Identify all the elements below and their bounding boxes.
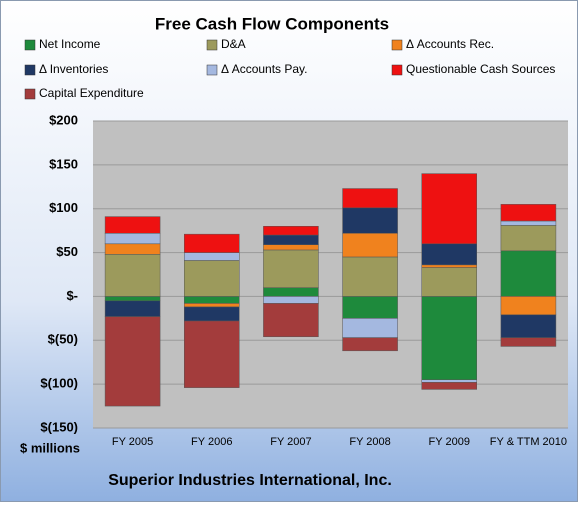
bar-segment (263, 303, 319, 338)
bar-segment (342, 233, 398, 258)
legend-label: Capital Expenditure (39, 86, 144, 100)
legend-label: Net Income (39, 37, 101, 51)
bar-segment (421, 379, 477, 383)
bar-segment (104, 243, 161, 255)
bar-segment (104, 300, 161, 317)
legend-swatch (24, 64, 36, 76)
bar-segment (500, 250, 557, 297)
x-tick-label: FY 2006 (191, 436, 232, 448)
x-tick-label: FY 2005 (112, 436, 153, 448)
bar-segment (500, 314, 557, 338)
bar-segment (263, 226, 319, 236)
bar-segment (184, 320, 240, 388)
y-tick-label: $100 (49, 200, 78, 215)
bar-segment (500, 296, 557, 316)
bar-segment (342, 318, 398, 338)
legend-swatch (206, 64, 218, 76)
bar-segment (342, 188, 398, 209)
legend-swatch (391, 39, 403, 51)
bar-segment (104, 316, 161, 407)
legend-swatch (24, 39, 36, 51)
legend-label: Δ Accounts Rec. (406, 37, 494, 51)
legend-label: Questionable Cash Sources (406, 62, 555, 76)
y-tick-label: $(100) (40, 376, 78, 391)
bar-segment (500, 204, 557, 222)
bar-segment (342, 337, 398, 352)
y-tick-label: $150 (49, 156, 78, 171)
bar-segment (263, 234, 319, 245)
bar-segment (421, 173, 477, 245)
x-tick-label: FY 2007 (270, 436, 311, 448)
bar-segment (263, 244, 319, 251)
bar-segment (104, 254, 161, 297)
legend-swatch (24, 88, 36, 100)
x-tick-label: FY 2008 (349, 436, 390, 448)
x-tick-label: FY 2009 (429, 436, 470, 448)
legend-swatch (206, 39, 218, 51)
bar-segment (184, 233, 240, 253)
plot-area (93, 121, 568, 428)
bar-segment (104, 216, 161, 234)
y-tick-label: $200 (49, 112, 78, 127)
bar-segment (263, 287, 319, 297)
y-tick-label: $(50) (48, 332, 78, 347)
bar-segment (500, 337, 557, 347)
unit-label: $ millions (20, 440, 80, 455)
legend-label: Δ Inventories (39, 62, 108, 76)
bar-segment (500, 220, 557, 226)
bar-segment (421, 243, 477, 266)
bar-segment (421, 267, 477, 297)
bar-segment (263, 296, 319, 304)
y-tick-label: $(150) (40, 419, 78, 434)
bar-segment (421, 264, 477, 268)
chart-title: Free Cash Flow Components (155, 14, 389, 33)
bar-segment (342, 296, 398, 319)
bar-segment (421, 382, 477, 390)
bar-segment (342, 207, 398, 234)
y-tick-label: $- (66, 288, 78, 303)
bar-segment (184, 296, 240, 304)
legend-label: D&A (221, 37, 246, 51)
bar-segment (184, 306, 240, 322)
bar-segment (184, 260, 240, 297)
bar-segment (263, 249, 319, 288)
legend-swatch (391, 64, 403, 76)
bar-segment (421, 296, 477, 381)
bar-segment (184, 303, 240, 308)
footer: Superior Industries International, Inc. (108, 472, 392, 489)
bar-segment (184, 252, 240, 261)
y-tick-label: $50 (56, 244, 78, 259)
legend-label: Δ Accounts Pay. (221, 62, 308, 76)
bar-segment (500, 225, 557, 252)
bar-segment (104, 233, 161, 245)
bar-segment (104, 296, 161, 302)
bar-segment (342, 256, 398, 297)
x-tick-label: FY & TTM 2010 (490, 436, 567, 448)
